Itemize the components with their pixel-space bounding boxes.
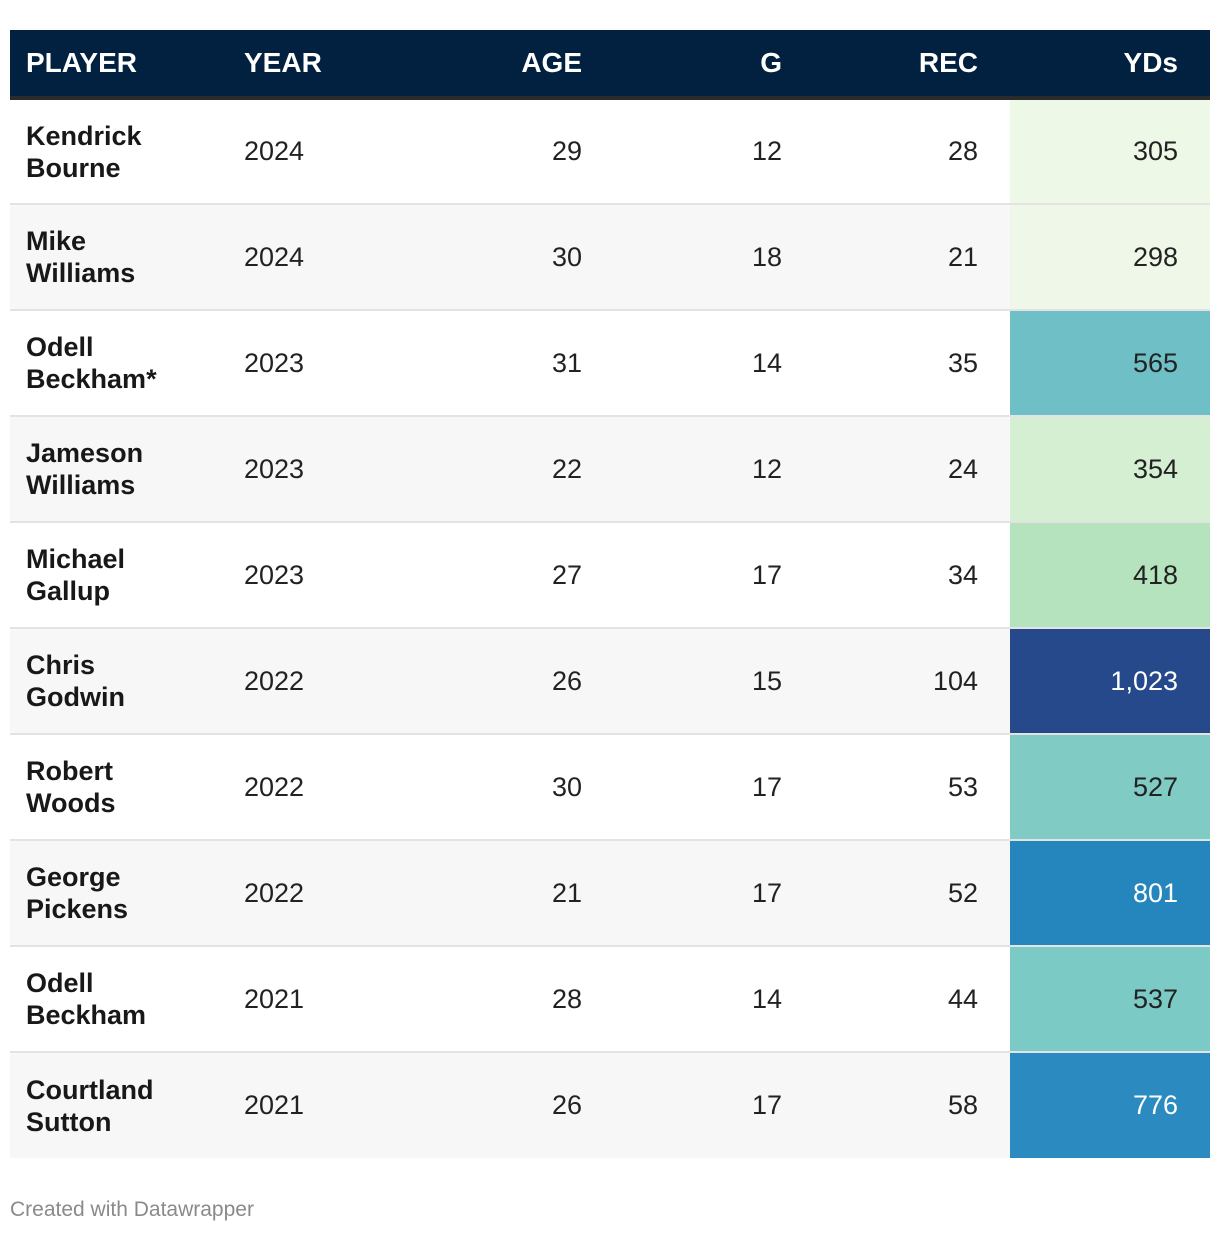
- receptions-cell: 104: [814, 628, 1010, 735]
- receptions-cell: 35: [814, 310, 1010, 417]
- table-row: Odell Beckham 2021 28 14 44 537: [10, 946, 1210, 1053]
- table-row: Courtland Sutton 2021 26 17 58 776: [10, 1052, 1210, 1158]
- column-header-player[interactable]: PLAYER: [10, 30, 228, 100]
- player-cell: Courtland Sutton: [26, 1074, 154, 1137]
- age-cell: 30: [446, 734, 614, 841]
- year-cell: 2021: [228, 946, 446, 1053]
- yards-cell: 801: [1010, 840, 1210, 947]
- yards-cell: 537: [1010, 946, 1210, 1053]
- table-row: Mike Williams 2024 30 18 21 298: [10, 204, 1210, 311]
- age-cell: 26: [446, 628, 614, 735]
- table-body: Kendrick Bourne 2024 29 12 28 305 Mike William…: [10, 98, 1210, 1158]
- player-cell: Kendrick Bourne: [10, 98, 228, 205]
- table-header-row: PLAYER YEAR AGE G REC YDs: [10, 30, 1210, 100]
- games-cell: 17: [614, 522, 814, 629]
- stats-table: PLAYER YEAR AGE G REC YDs Kendrick Bourn…: [10, 30, 1210, 1158]
- receptions-cell: 58: [947, 1090, 978, 1120]
- year-cell: 2024: [228, 204, 446, 311]
- year-cell: 2021: [244, 1090, 305, 1120]
- yards-cell: 527: [1010, 734, 1210, 841]
- player-cell: Michael Gallup: [10, 522, 228, 629]
- column-header-age[interactable]: AGE: [446, 30, 614, 100]
- player-cell: Odell Beckham*: [10, 310, 228, 417]
- games-cell: 17: [614, 840, 814, 947]
- column-header-g[interactable]: G: [614, 30, 814, 100]
- year-cell: 2022: [228, 628, 446, 735]
- age-cell: 30: [446, 204, 614, 311]
- games-cell: 12: [614, 416, 814, 523]
- data-table-container: PLAYER YEAR AGE G REC YDs Kendrick Bourn…: [10, 30, 1210, 1158]
- games-cell: 18: [614, 204, 814, 311]
- player-cell: Mike Williams: [10, 204, 228, 311]
- age-cell: 28: [446, 946, 614, 1053]
- table-row: Jameson Williams 2023 22 12 24 354: [10, 416, 1210, 523]
- yards-cell: 1,023: [1010, 628, 1210, 735]
- receptions-cell: 44: [814, 946, 1010, 1053]
- player-cell: George Pickens: [10, 840, 228, 947]
- column-header-yds[interactable]: YDs: [1010, 30, 1210, 100]
- table-row: Chris Godwin 2022 26 15 104 1,023: [10, 628, 1210, 735]
- player-cell: Odell Beckham: [10, 946, 228, 1053]
- column-header-year[interactable]: YEAR: [228, 30, 446, 100]
- year-cell: 2023: [228, 310, 446, 417]
- receptions-cell: 28: [814, 98, 1010, 205]
- age-cell: 27: [446, 522, 614, 629]
- games-cell: 14: [614, 946, 814, 1053]
- age-cell: 26: [551, 1090, 582, 1120]
- table-row: Robert Woods 2022 30 17 53 527: [10, 734, 1210, 841]
- age-cell: 31: [446, 310, 614, 417]
- table-row: Kendrick Bourne 2024 29 12 28 305: [10, 98, 1210, 205]
- games-cell: 15: [614, 628, 814, 735]
- yards-cell: 298: [1010, 204, 1210, 311]
- table-row: Odell Beckham* 2023 31 14 35 565: [10, 310, 1210, 417]
- yards-cell: 565: [1010, 310, 1210, 417]
- year-cell: 2023: [228, 522, 446, 629]
- yards-cell: 354: [1010, 416, 1210, 523]
- year-cell: 2023: [228, 416, 446, 523]
- player-cell: Jameson Williams: [10, 416, 228, 523]
- table-row: George Pickens 2022 21 17 52 801: [10, 840, 1210, 947]
- year-cell: 2022: [228, 840, 446, 947]
- player-cell: Robert Woods: [10, 734, 228, 841]
- games-cell: 17: [751, 1090, 782, 1120]
- age-cell: 22: [446, 416, 614, 523]
- yards-cell: 305: [1010, 98, 1210, 205]
- yards-cell: 776: [1010, 1052, 1210, 1158]
- player-cell: Chris Godwin: [10, 628, 228, 735]
- games-cell: 14: [614, 310, 814, 417]
- receptions-cell: 21: [814, 204, 1010, 311]
- receptions-cell: 24: [814, 416, 1010, 523]
- games-cell: 17: [614, 734, 814, 841]
- receptions-cell: 53: [814, 734, 1010, 841]
- column-header-rec[interactable]: REC: [814, 30, 1010, 100]
- yards-cell: 418: [1010, 522, 1210, 629]
- age-cell: 21: [446, 840, 614, 947]
- receptions-cell: 52: [814, 840, 1010, 947]
- table-row: Michael Gallup 2023 27 17 34 418: [10, 522, 1210, 629]
- year-cell: 2022: [228, 734, 446, 841]
- age-cell: 29: [446, 98, 614, 205]
- games-cell: 12: [614, 98, 814, 205]
- year-cell: 2024: [228, 98, 446, 205]
- receptions-cell: 34: [814, 522, 1010, 629]
- datawrapper-credit: Created with Datawrapper: [10, 1198, 254, 1221]
